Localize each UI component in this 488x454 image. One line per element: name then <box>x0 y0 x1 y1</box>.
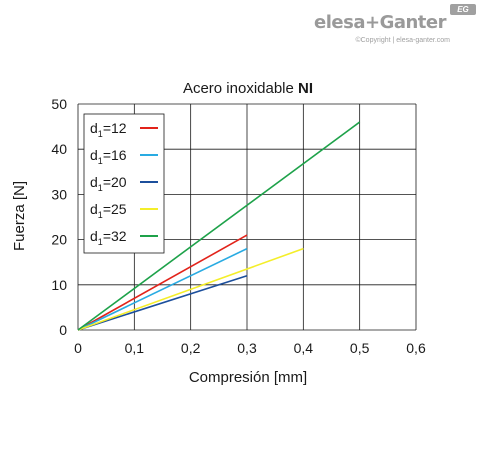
x-tick-label: 0,6 <box>406 340 426 356</box>
x-tick-labels: 0 0,1 0,2 0,3 0,4 0,5 0,6 <box>74 340 426 356</box>
chart-title-prefix: Acero inoxidable <box>183 80 298 97</box>
chart-title: Acero inoxidable NI <box>183 80 313 97</box>
y-tick-labels: 0 10 20 30 40 50 <box>51 96 67 338</box>
legend-label: d1=12 <box>90 120 127 139</box>
brand-name-row: elesa+Ganter <box>314 12 446 33</box>
y-tick-label: 30 <box>51 186 67 202</box>
x-tick-label: 0,1 <box>125 340 145 356</box>
brand-logo: EG elesa+Ganter ©Copyright | elesa-gante… <box>286 4 476 52</box>
series-line-0 <box>77 234 248 331</box>
series-line-4 <box>77 121 361 331</box>
legend-label: d1=16 <box>90 147 127 166</box>
y-tick-label: 20 <box>51 232 67 248</box>
series-line-1 <box>77 247 248 331</box>
y-tick-label: 40 <box>51 141 67 157</box>
legend: d1=12 d1=16 d1=20 d1=25 d1=32 <box>83 113 165 254</box>
brand-badge: EG <box>450 4 476 15</box>
chart-title-bold: NI <box>298 80 313 97</box>
x-tick-label: 0 <box>74 340 82 356</box>
x-tick-label: 0,3 <box>237 340 257 356</box>
brand-copyright: ©Copyright | elesa-ganter.com <box>355 37 450 44</box>
x-tick-label: 0,2 <box>181 340 201 356</box>
y-tick-label: 50 <box>51 96 67 112</box>
legend-label: d1=32 <box>90 228 127 247</box>
y-tick-label: 0 <box>59 322 67 338</box>
y-axis-label: Fuerza [N] <box>11 181 28 251</box>
legend-box <box>83 113 165 254</box>
x-tick-label: 0,4 <box>294 340 314 356</box>
legend-label: d1=25 <box>90 201 127 220</box>
legend-label: d1=20 <box>90 174 127 193</box>
series-line-3 <box>77 247 304 331</box>
y-tick-label: 10 <box>51 277 67 293</box>
x-tick-label: 0,5 <box>350 340 370 356</box>
series-lines <box>77 121 361 331</box>
brand-name: elesa+Ganter <box>314 12 446 33</box>
x-axis-label: Compresión [mm] <box>189 369 307 386</box>
series-line-2 <box>77 274 248 331</box>
